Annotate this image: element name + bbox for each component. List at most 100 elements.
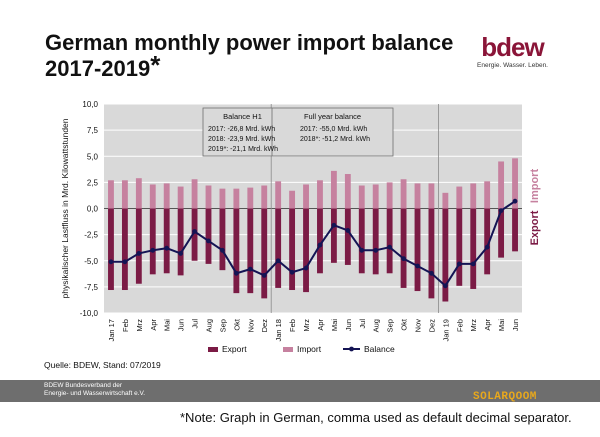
export-bar [205, 208, 212, 264]
import-bar [470, 183, 477, 209]
x-tick-label: Feb [288, 319, 297, 332]
export-bar [358, 208, 365, 274]
x-tick-label: Nov [414, 319, 423, 333]
y-tick-label: -10,0 [80, 309, 99, 318]
title-line-1: German monthly power import balance [45, 30, 454, 55]
export-bar [372, 208, 379, 275]
x-tick-label: Feb [455, 319, 464, 332]
balance-point [275, 258, 281, 264]
footer-org-line-2: Energie- und Wasserwirtschaft e.V. [44, 390, 146, 397]
side-labels: Import Export [529, 169, 541, 246]
footer-bar [0, 380, 600, 402]
legend-label-import: Import [297, 344, 322, 354]
y-tick-label: 7,5 [87, 126, 99, 135]
import-bar [247, 187, 254, 209]
gridlines [104, 103, 522, 314]
balance-point [303, 265, 309, 271]
balance-point [289, 269, 295, 275]
y-tick-label: 0,0 [87, 205, 99, 214]
legend-marker-balance [349, 346, 354, 352]
export-bar [484, 208, 491, 275]
x-tick-label: Dez [427, 319, 436, 333]
logo-mark: bdew [481, 32, 544, 62]
balance-series-line [110, 200, 516, 288]
y-tick-label: 5,0 [87, 152, 99, 161]
export-bar [400, 208, 407, 288]
source-note: Quelle: BDEW, Stand: 07/2019 [44, 360, 161, 370]
balance-point [456, 261, 462, 267]
balance-point [150, 247, 156, 253]
balance-line [108, 198, 518, 289]
balance-point [345, 228, 351, 233]
balance-point [317, 242, 323, 248]
export-bar [275, 208, 282, 288]
balance-point [373, 247, 379, 253]
import-bar [205, 185, 212, 209]
export-bar [163, 208, 170, 274]
export-bar [330, 208, 337, 263]
export-bar [261, 208, 268, 299]
annotation-left-row: 2019*: -21,1 Mrd. kWh [208, 146, 278, 153]
x-tick-label: Aug [205, 319, 214, 332]
balance-point [108, 259, 114, 265]
balance-point [415, 263, 420, 269]
balance-point [247, 266, 253, 272]
x-tick-label: Okt [232, 318, 241, 331]
x-tick-label: Jan 19 [441, 319, 450, 342]
page-title: German monthly power import balance 2017… [45, 30, 453, 82]
x-tick-label: Mai [163, 319, 172, 331]
logo-tagline: Energie. Wasser. Leben. [477, 62, 548, 69]
y-tick-label: -2,5 [84, 231, 98, 240]
export-bar [191, 208, 198, 261]
export-bar [470, 208, 477, 289]
balance-point [178, 251, 184, 256]
balance-point [484, 244, 490, 250]
legend-label-balance: Balance [364, 344, 395, 354]
export-side-label: Export [529, 210, 541, 245]
export-bar [303, 208, 309, 293]
watermark: SOLARQOOM [473, 391, 537, 403]
footnote: *Note: Graph in German, comma used as de… [180, 410, 572, 425]
annotation-left-title: Balance H1 [223, 112, 262, 121]
import-bar [219, 188, 226, 209]
x-tick-label: Jun [511, 319, 520, 331]
x-tick-label: Aug [372, 319, 381, 332]
annotation-right-row: 2017: -55,0 Mrd. kWh [300, 126, 367, 133]
balance-point [164, 245, 170, 251]
annotation-right-title: Full year balance [304, 112, 361, 121]
export-bar [456, 208, 463, 286]
import-bar [149, 184, 156, 209]
balance-point [387, 244, 393, 250]
balance-point [470, 261, 476, 267]
import-bar [386, 182, 393, 209]
import-bar [261, 185, 268, 209]
export-bar [108, 208, 114, 291]
legend-swatch-import [283, 347, 293, 352]
x-tick-label: Jul [358, 319, 367, 329]
import-bar [484, 181, 491, 209]
export-bar [149, 208, 156, 275]
x-tick-label: Okt [400, 318, 409, 331]
x-tick-label: Sep [386, 319, 395, 332]
x-tick-label: Apr [149, 318, 158, 330]
x-axis: Jan 17 Feb Mrz Apr Mai Jun Jul Aug Sep Okt Nov Dez J… [107, 318, 520, 341]
x-tick-label: Jun [177, 319, 186, 331]
import-bar [289, 190, 296, 209]
import-bar [428, 183, 435, 209]
export-bar [177, 208, 184, 276]
balance-point [122, 259, 128, 265]
import-bar [456, 186, 463, 209]
balance-point [192, 229, 197, 234]
import-bar [512, 158, 518, 209]
import-bar [414, 183, 421, 209]
export-bar [414, 208, 421, 292]
import-bar [358, 185, 365, 209]
annotation-left-row: 2017: -26,8 Mrd. kWh [208, 126, 275, 133]
x-tick-label: Mai [330, 319, 339, 331]
import-bar [233, 188, 240, 209]
title-asterisk: * [150, 50, 161, 80]
import-bar [135, 178, 142, 209]
import-bar [163, 183, 170, 209]
balance-point [233, 270, 239, 276]
